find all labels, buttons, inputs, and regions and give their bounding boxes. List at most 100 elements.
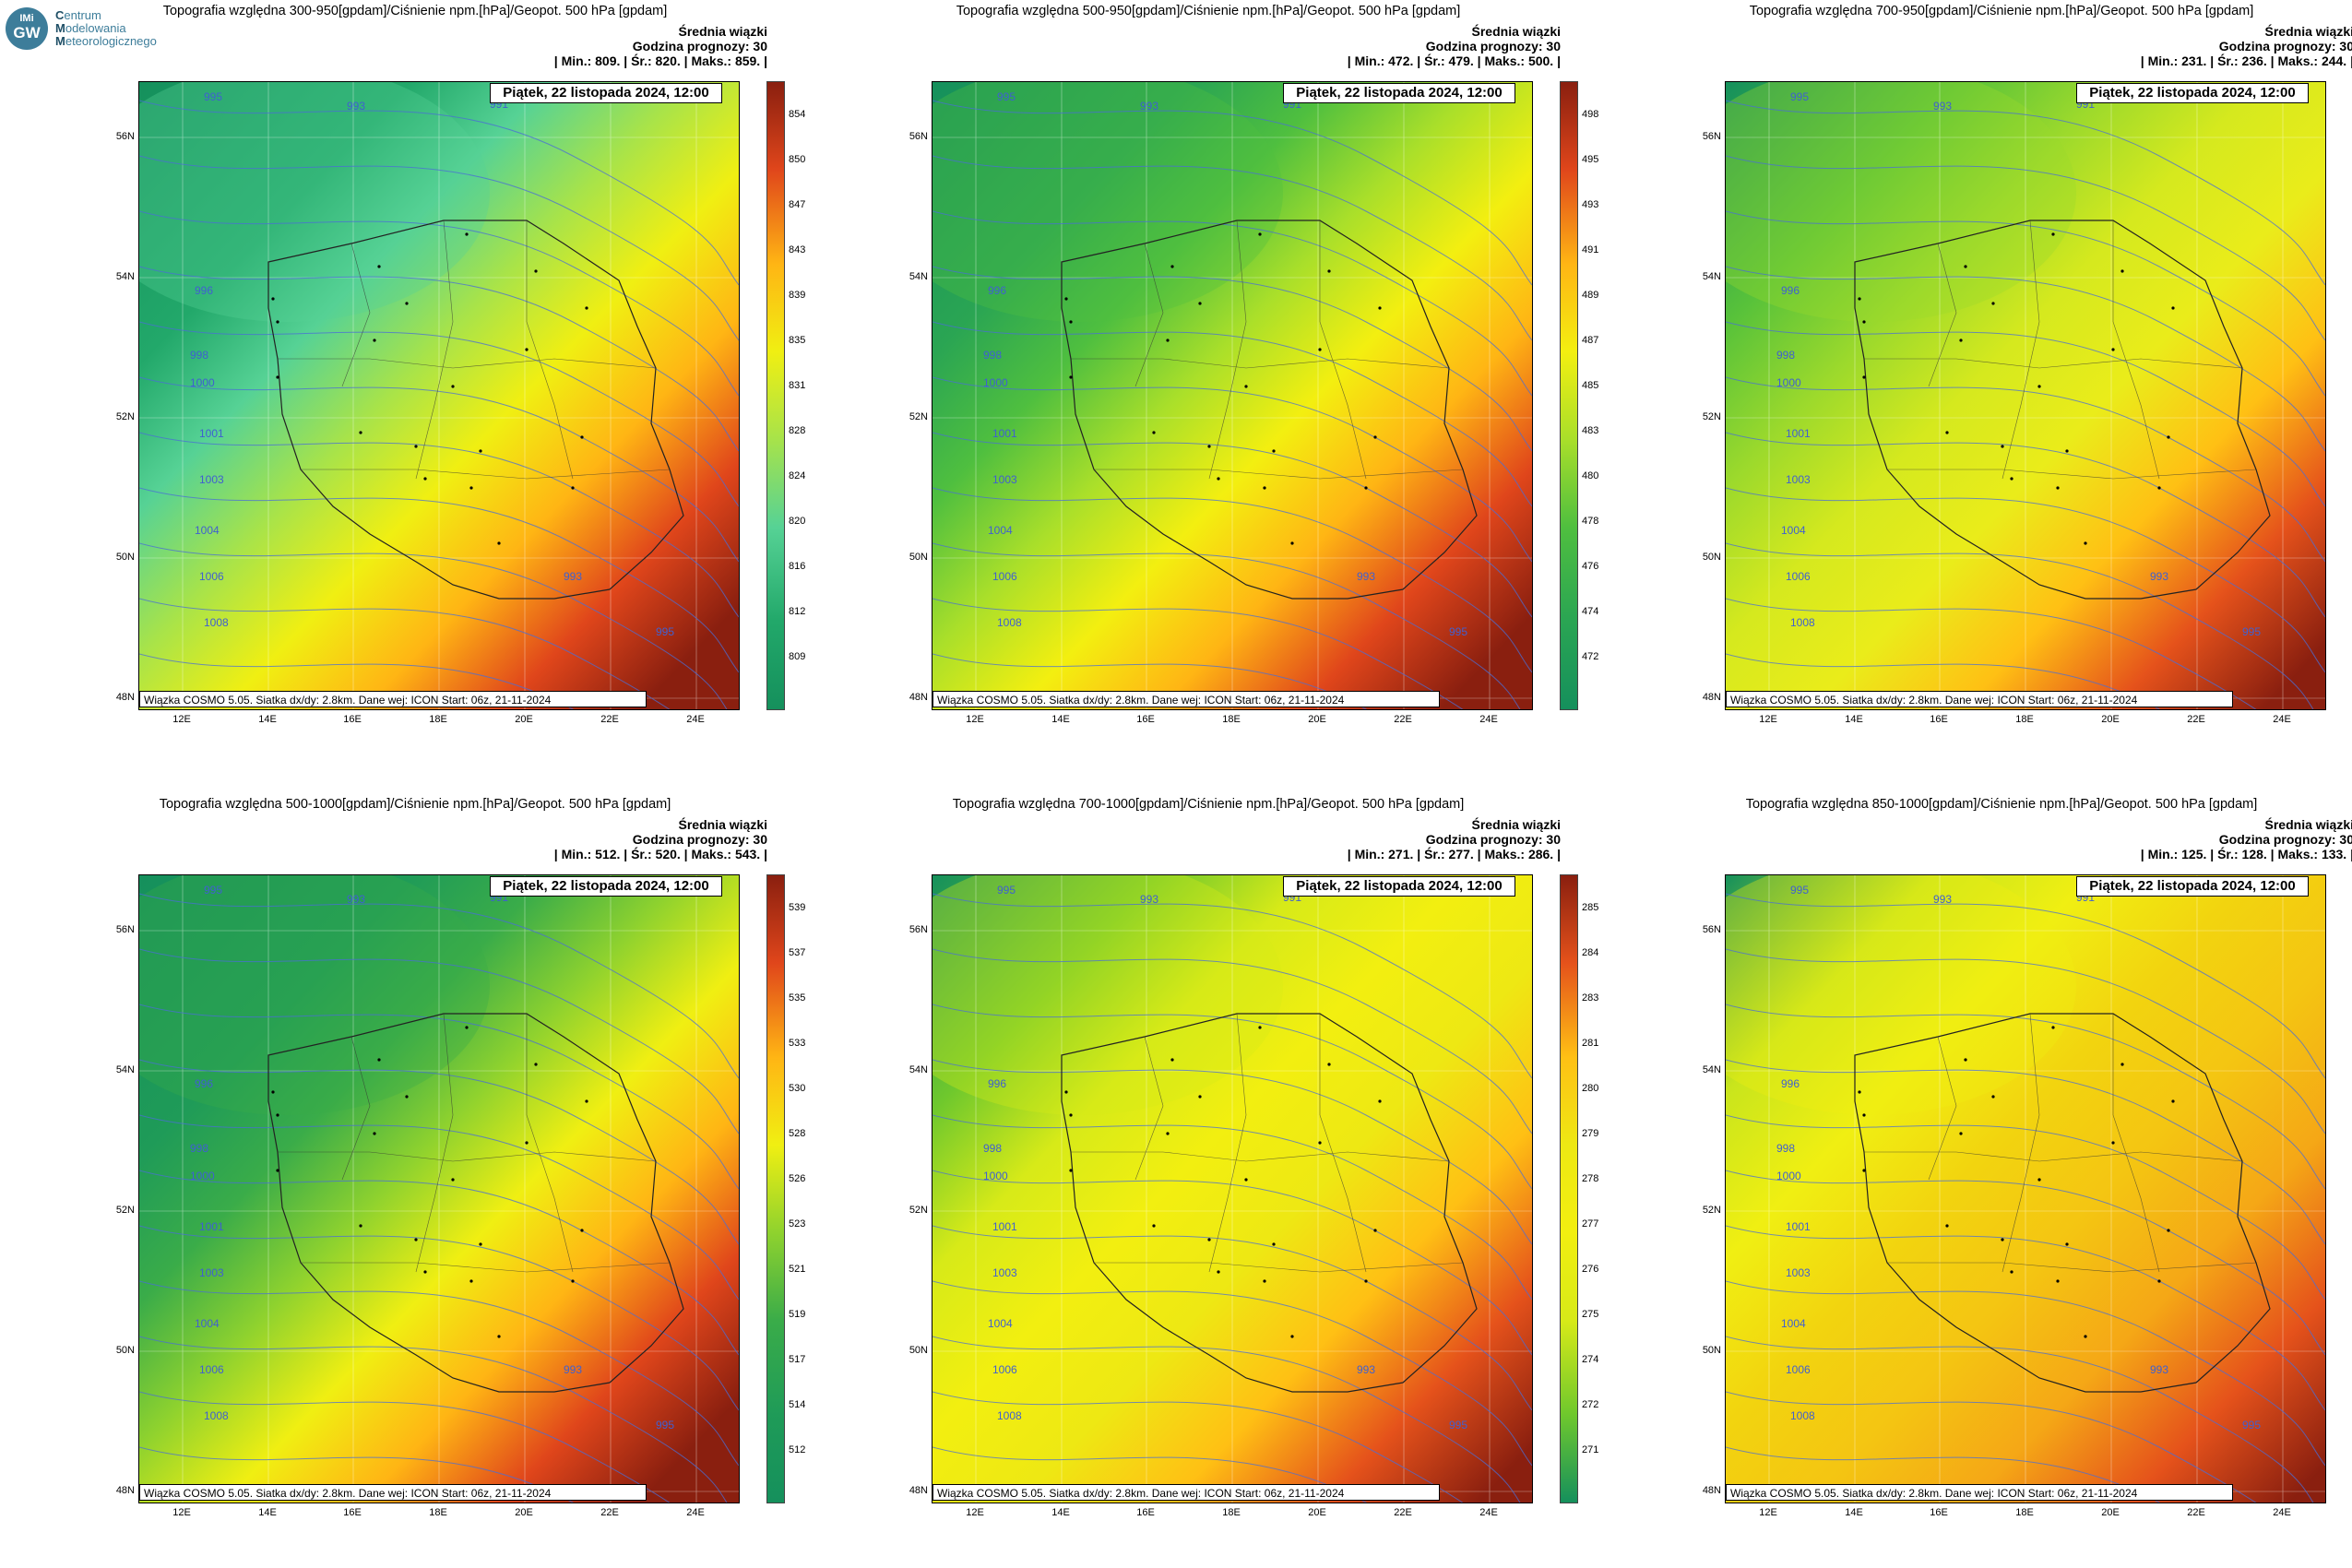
y-tick-label: 50N xyxy=(1702,552,1721,563)
y-tick-label: 56N xyxy=(909,131,928,142)
colorbar-ticks: 854 850 847 843 839 835 831 828 824 820 816 812 809 xyxy=(789,81,826,708)
x-tick-label: 24E xyxy=(2273,1507,2291,1518)
x-tick-label: 18E xyxy=(2015,1507,2034,1518)
isobar-label: 1000 xyxy=(983,376,1008,389)
colorbar-tick-label: 472 xyxy=(1582,651,1599,662)
stats-label: | Min.: 231. | Śr.: 236. | Maks.: 244. | xyxy=(2140,53,2352,68)
y-axis-ticks: 56N 54N 52N 50N 48N xyxy=(92,81,135,708)
region-borders xyxy=(1071,220,1464,480)
isobars xyxy=(1726,893,2325,1503)
isobar-label: 993 xyxy=(2150,570,2168,583)
isobar-label: 995 xyxy=(1790,90,1809,103)
stats-label: | Min.: 125. | Śr.: 128. | Maks.: 133. | xyxy=(2140,847,2352,861)
stats-label: | Min.: 472. | Śr.: 479. | Maks.: 500. | xyxy=(1347,53,1561,68)
ensemble-mean-label: Średnia wiązki xyxy=(2264,24,2352,39)
x-tick-label: 22E xyxy=(2187,1507,2205,1518)
logo-words: Centrum Modelowania Meteorologicznego xyxy=(55,9,157,48)
colorbar-tick-label: 474 xyxy=(1582,606,1599,617)
x-tick-label: 14E xyxy=(1051,714,1070,725)
logo-word-3: Meteorologicznego xyxy=(55,34,157,48)
x-tick-label: 20E xyxy=(2101,714,2120,725)
stats-label: | Min.: 512. | Śr.: 520. | Maks.: 543. | xyxy=(553,847,767,861)
x-tick-label: 14E xyxy=(1845,1507,1863,1518)
x-tick-label: 16E xyxy=(1136,714,1155,725)
isobar-label: 1001 xyxy=(1786,1220,1811,1233)
isobar-label: 1006 xyxy=(1786,570,1811,583)
x-tick-label: 16E xyxy=(343,1507,362,1518)
city-markers xyxy=(1064,232,1382,545)
colorbar-tick-label: 277 xyxy=(1582,1218,1599,1229)
y-tick-label: 50N xyxy=(115,552,135,563)
y-tick-label: 52N xyxy=(909,411,928,422)
y-tick-label: 52N xyxy=(115,411,135,422)
y-tick-label: 56N xyxy=(1702,924,1721,935)
x-tick-label: 16E xyxy=(1136,1507,1155,1518)
x-tick-label: 22E xyxy=(2187,714,2205,725)
y-tick-label: 56N xyxy=(115,131,135,142)
map-area: 995 993 991 996 998 1000 1001 1003 1004 1006 1008 9… xyxy=(138,874,740,1503)
isobar-label: 996 xyxy=(988,1077,1006,1090)
colorbar-tick-label: 272 xyxy=(1582,1399,1599,1410)
colorbar-tick-label: 539 xyxy=(789,902,806,913)
y-tick-label: 48N xyxy=(1702,692,1721,703)
map-area: 995 993 991 996 998 1000 1001 1003 1004 1006 1008 9… xyxy=(1725,81,2326,710)
colorbar-tick-label: 519 xyxy=(789,1309,806,1320)
isobars xyxy=(139,893,739,1503)
colorbar-tick-label: 512 xyxy=(789,1444,806,1455)
x-tick-label: 14E xyxy=(258,714,277,725)
y-tick-label: 56N xyxy=(115,924,135,935)
y-tick-label: 54N xyxy=(1702,271,1721,282)
region-borders xyxy=(1864,1013,2257,1273)
colorbar-tick-label: 276 xyxy=(1582,1264,1599,1275)
forecast-hour-label: Godzina prognozy: 30 xyxy=(632,832,767,847)
isobar-label: 1003 xyxy=(1786,473,1811,486)
y-tick-label: 54N xyxy=(909,271,928,282)
isobar-label: 995 xyxy=(1449,1419,1467,1431)
isobar-label: 1003 xyxy=(992,1266,1017,1279)
colorbar-tick-label: 495 xyxy=(1582,154,1599,165)
isobar-label: 995 xyxy=(997,90,1016,103)
isobar-label: 1003 xyxy=(199,473,224,486)
graticule xyxy=(932,82,1532,709)
panel-title: Topografia względna 500-1000[gpdam]/Ciśn… xyxy=(159,797,671,812)
colorbar-tick-label: 493 xyxy=(1582,199,1599,210)
city-markers xyxy=(1858,232,2175,545)
colorbar-tick-label: 535 xyxy=(789,992,806,1004)
colorbar-tick-label: 812 xyxy=(789,606,806,617)
panel-title: Topografia względna 700-1000[gpdam]/Ciśn… xyxy=(952,797,1465,812)
valid-date-box: Piątek, 22 listopada 2024, 12:00 xyxy=(1283,876,1515,897)
panel-title: Topografia względna 500-950[gpdam]/Ciśni… xyxy=(956,4,1461,18)
field-patch xyxy=(1726,82,2076,322)
cmm-logo: IMi GW Centrum Modelowania Meteorologicz… xyxy=(6,6,181,50)
isobar-label: 998 xyxy=(190,349,208,362)
x-tick-label: 16E xyxy=(1930,714,1948,725)
y-axis-ticks: 56N 54N 52N 50N 48N xyxy=(92,874,135,1502)
isobar-label: 1001 xyxy=(992,427,1017,440)
logo-word-1: Centrum xyxy=(55,8,101,22)
logo-disc: IMi GW xyxy=(6,7,48,50)
y-tick-label: 56N xyxy=(1702,131,1721,142)
isobar-label: 993 xyxy=(564,1363,582,1376)
colorbar-tick-label: 824 xyxy=(789,470,806,481)
field-patch xyxy=(139,875,490,1115)
colorbar-tick-label: 278 xyxy=(1582,1173,1599,1184)
y-tick-label: 52N xyxy=(909,1205,928,1216)
ensemble-mean-label: Średnia wiązki xyxy=(678,24,767,39)
x-axis-ticks: 12E 14E 16E 18E 20E 22E 24E xyxy=(1725,714,2324,732)
y-axis-ticks: 56N 54N 52N 50N 48N xyxy=(1679,874,1721,1502)
y-tick-label: 54N xyxy=(115,1064,135,1075)
y-tick-label: 48N xyxy=(1702,1485,1721,1496)
logo-initials-bottom: GW xyxy=(13,24,41,42)
isobars xyxy=(932,893,1532,1503)
forecast-hour-label: Godzina prognozy: 30 xyxy=(1425,39,1561,53)
colorbar-tick-label: 526 xyxy=(789,1173,806,1184)
valid-date-box: Piątek, 22 listopada 2024, 12:00 xyxy=(490,83,722,103)
colorbar-tick-label: 476 xyxy=(1582,561,1599,572)
colorbar-tick-label: 491 xyxy=(1582,244,1599,255)
panel-title: Topografia względna 300-950[gpdam]/Ciśni… xyxy=(162,4,668,18)
colorbar-tick-label: 285 xyxy=(1582,902,1599,913)
colorbar xyxy=(766,81,785,710)
stats-label: | Min.: 271. | Śr.: 277. | Maks.: 286. | xyxy=(1347,847,1561,861)
isobar-label: 1008 xyxy=(204,616,229,629)
colorbar-tick-label: 828 xyxy=(789,425,806,436)
